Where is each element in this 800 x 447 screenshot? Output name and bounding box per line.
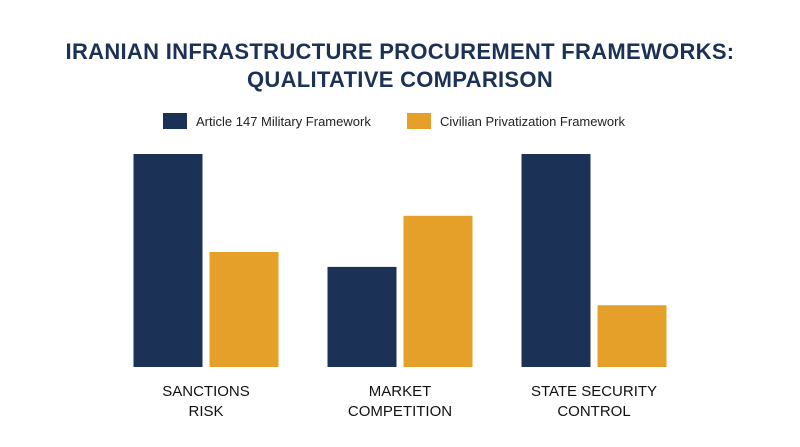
x-tick-label-sanctions-risk-line-2: RISK bbox=[188, 403, 223, 420]
x-tick-label-state-security-control-line-1: STATE SECURITY bbox=[531, 383, 657, 400]
legend-item-military: Article 147 Military Framework bbox=[163, 111, 371, 131]
bar-civilian-sanctions-risk bbox=[209, 251, 279, 367]
chart-title-line-2: QUALITATIVE COMPARISON bbox=[246, 67, 554, 92]
x-tick-label-market-competition-line-2: COMPETITION bbox=[348, 403, 452, 420]
legend-item-civilian: Civilian Privatization Framework bbox=[407, 111, 625, 131]
bar-military-market-competition bbox=[327, 266, 397, 367]
bar-military-state-security-control bbox=[521, 154, 591, 367]
chart-legend: Article 147 Military Framework Civilian … bbox=[0, 111, 800, 131]
bar-civilian-market-competition bbox=[403, 215, 473, 367]
legend-label-civilian: Civilian Privatization Framework bbox=[440, 113, 625, 129]
bar-civilian-state-security-control bbox=[597, 305, 667, 367]
bar-military-sanctions-risk bbox=[133, 154, 203, 367]
legend-swatch-military bbox=[163, 113, 187, 129]
chart-title-line-1: IRANIAN INFRASTRUCTURE PROCUREMENT FRAME… bbox=[65, 39, 735, 64]
x-tick-label-sanctions-risk-line-1: SANCTIONS bbox=[162, 383, 250, 400]
x-tick-label-state-security-control-line-2: CONTROL bbox=[557, 403, 630, 420]
legend-swatch-civilian bbox=[407, 113, 431, 129]
x-tick-label-market-competition-line-1: MARKET bbox=[369, 383, 432, 400]
legend-label-military: Article 147 Military Framework bbox=[196, 113, 371, 129]
